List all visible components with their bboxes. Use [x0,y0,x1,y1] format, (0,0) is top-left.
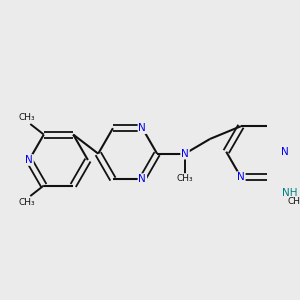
Text: CH₃: CH₃ [287,197,300,206]
Text: CH₃: CH₃ [19,198,35,207]
Text: CH₃: CH₃ [177,174,193,183]
Text: CH₃: CH₃ [19,113,35,122]
Text: N: N [181,149,189,159]
Text: N: N [139,123,146,133]
Text: N: N [139,174,146,184]
Text: N: N [25,155,33,165]
Text: NH: NH [282,188,297,197]
Text: N: N [237,172,245,182]
Text: N: N [281,147,289,157]
